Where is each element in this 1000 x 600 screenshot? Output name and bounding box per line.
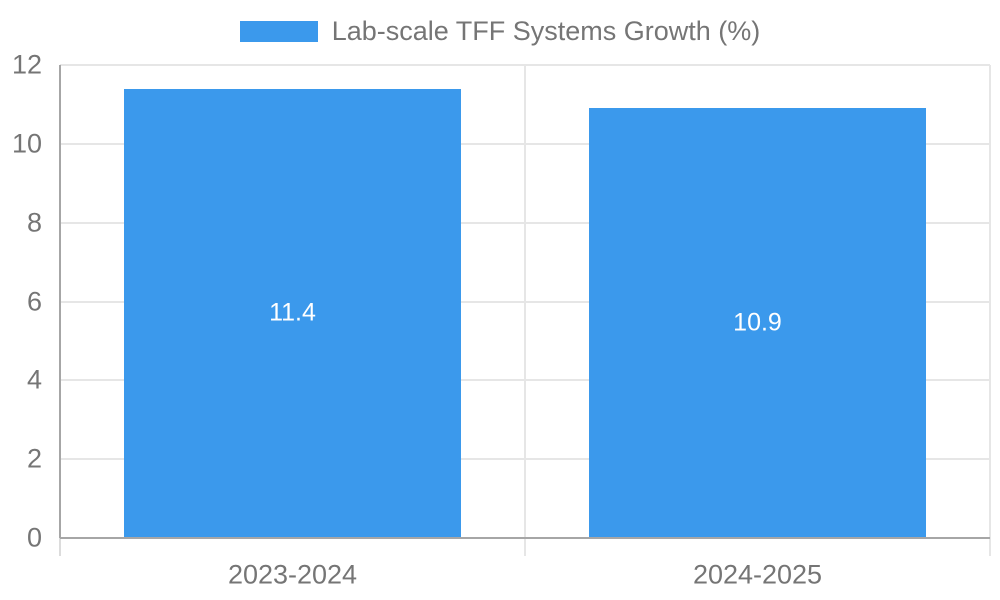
gridline-x xyxy=(989,65,991,556)
y-tick-label: 6 xyxy=(26,286,42,316)
y-tick-label: 2 xyxy=(26,443,42,474)
y-axis-line xyxy=(59,65,61,538)
y-tick-label: 12 xyxy=(11,49,42,80)
x-tick-label: 2023-2024 xyxy=(227,559,358,590)
bar xyxy=(124,88,461,538)
gridline-x xyxy=(524,65,526,556)
legend: Lab-scale TFF Systems Growth (%) xyxy=(0,16,1000,47)
bar xyxy=(589,108,926,538)
bar-value-label: 10.9 xyxy=(733,308,782,337)
bar-value-label: 11.4 xyxy=(269,298,316,327)
y-tick-label: 8 xyxy=(26,207,42,238)
y-axis-tick xyxy=(59,538,61,556)
y-tick-label: 0 xyxy=(26,522,42,553)
y-tick-label: 4 xyxy=(26,364,42,395)
legend-item[interactable]: Lab-scale TFF Systems Growth (%) xyxy=(239,16,761,47)
x-tick-label: 2024-2025 xyxy=(692,559,823,590)
x-axis-line xyxy=(60,537,990,539)
legend-label: Lab-scale TFF Systems Growth (%) xyxy=(331,16,761,46)
legend-swatch xyxy=(239,21,318,42)
y-tick-label: 10 xyxy=(11,128,42,159)
